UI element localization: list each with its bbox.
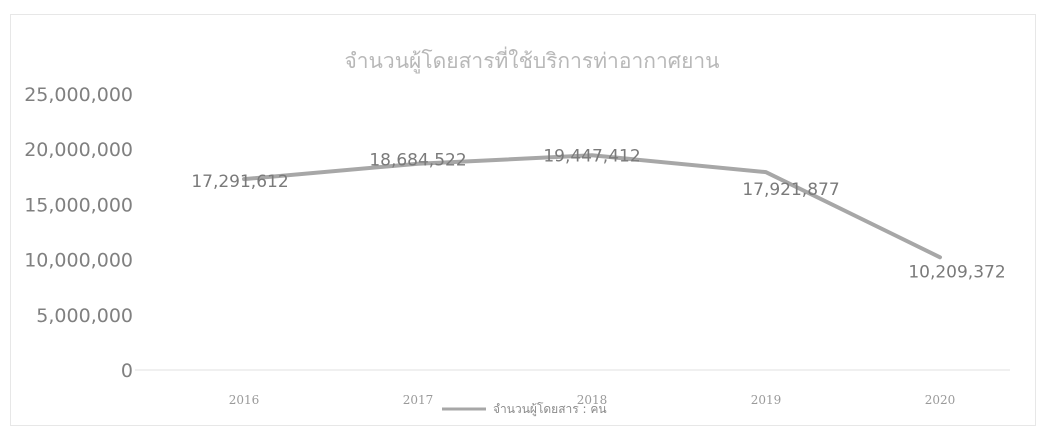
chart-title: จำนวนผู้โดยสารที่ใช้บริการท่าอากาศยาน: [344, 46, 719, 74]
x-tick-label: 2018: [577, 393, 608, 407]
data-point: [242, 177, 246, 181]
data-label: 17,291,612: [191, 172, 288, 192]
data-point: [938, 255, 942, 259]
y-tick-label: 20,000,000: [24, 139, 133, 161]
x-tick-label: 2016: [229, 393, 260, 407]
y-axis-ticks: 25,000,000 20,000,000 15,000,000 10,000,000…: [24, 84, 133, 382]
data-label: 10,209,372: [908, 262, 1005, 282]
x-tick-label: 2017: [403, 393, 434, 407]
x-axis-ticks: 2016 2017 2018 2019 2020: [229, 393, 956, 407]
legend-label: จำนวนผู้โดยสาร : คน: [493, 402, 607, 417]
data-point: [764, 170, 768, 174]
y-tick-label: 0: [121, 360, 133, 382]
legend: จำนวนผู้โดยสาร : คน: [442, 402, 607, 417]
x-tick-label: 2019: [751, 393, 782, 407]
data-point: [416, 162, 420, 166]
y-tick-label: 15,000,000: [24, 194, 133, 216]
data-point: [590, 153, 594, 157]
data-label: 18,684,522: [369, 151, 466, 171]
y-tick-label: 25,000,000: [24, 84, 133, 106]
series-group: [242, 153, 942, 260]
series-line: [242, 153, 942, 260]
data-label: 19,447,412: [543, 146, 640, 166]
data-label: 17,921,877: [742, 180, 839, 200]
x-tick-label: 2020: [925, 393, 956, 407]
data-labels: 17,291,612 18,684,522 19,447,412 17,921,877…: [191, 146, 1005, 282]
y-tick-label: 5,000,000: [36, 305, 133, 327]
y-tick-label: 10,000,000: [24, 250, 133, 272]
